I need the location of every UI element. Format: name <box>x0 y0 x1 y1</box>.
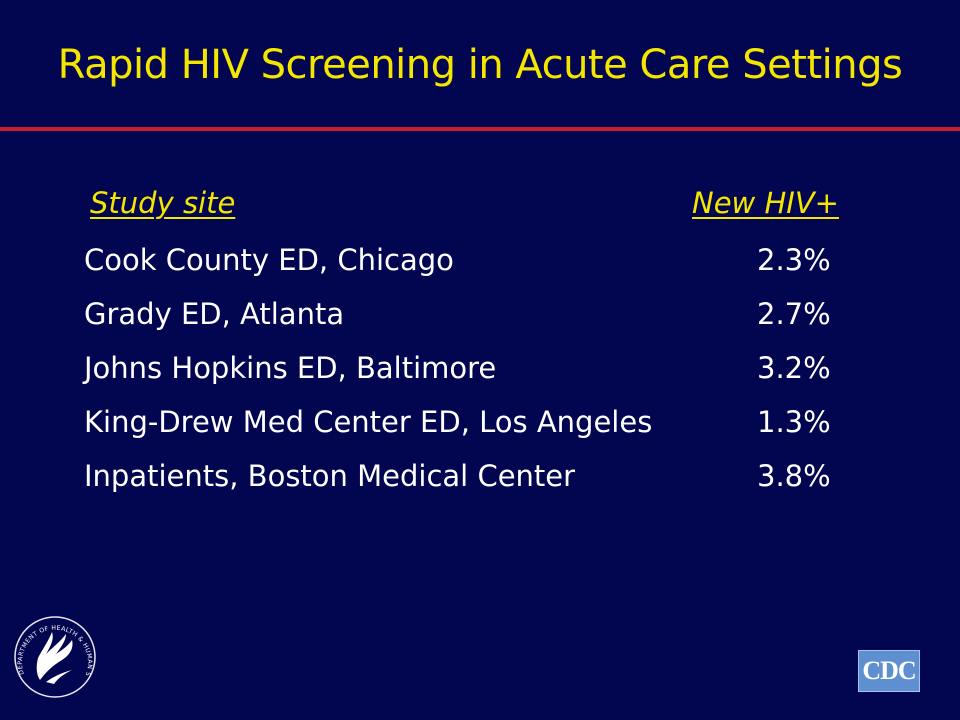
study-site-header: Study site <box>90 186 236 220</box>
study-site-cell: Inpatients, Boston Medical Center <box>84 459 576 493</box>
study-site-cell: Johns Hopkins ED, Baltimore <box>84 351 497 385</box>
new-hiv-rate-cell: 2.3% <box>757 243 831 277</box>
table-row: Cook County ED, Chicago 2.3% <box>0 243 960 299</box>
hhs-seal-icon: DEPARTMENT OF HEALTH & HUMAN SERVICES · … <box>12 614 96 698</box>
hhs-seal-text: DEPARTMENT OF HEALTH & HUMAN SERVICES · … <box>12 614 93 677</box>
new-hiv-rate-cell: 3.2% <box>757 351 831 385</box>
new-hiv-rate-cell: 1.3% <box>757 405 831 439</box>
study-site-cell: King-Drew Med Center ED, Los Angeles <box>84 405 653 439</box>
cdc-logo: CDC <box>858 650 920 692</box>
title-divider <box>0 127 960 131</box>
study-site-cell: Grady ED, Atlanta <box>84 297 345 331</box>
table-row: Johns Hopkins ED, Baltimore 3.2% <box>0 351 960 407</box>
new-hiv-rate-cell: 3.8% <box>757 459 831 493</box>
table-row: Inpatients, Boston Medical Center 3.8% <box>0 459 960 515</box>
svg-text:DEPARTMENT OF HEALTH & HUMAN S: DEPARTMENT OF HEALTH & HUMAN SERVICES · … <box>12 614 93 677</box>
new-hiv-header: New HIV+ <box>692 186 839 220</box>
new-hiv-rate-cell: 2.7% <box>757 297 831 331</box>
study-site-cell: Cook County ED, Chicago <box>84 243 454 277</box>
slide-title: Rapid HIV Screening in Acute Care Settin… <box>57 42 903 88</box>
table-row: Grady ED, Atlanta 2.7% <box>0 297 960 353</box>
table-row: King-Drew Med Center ED, Los Angeles 1.3… <box>0 405 960 461</box>
